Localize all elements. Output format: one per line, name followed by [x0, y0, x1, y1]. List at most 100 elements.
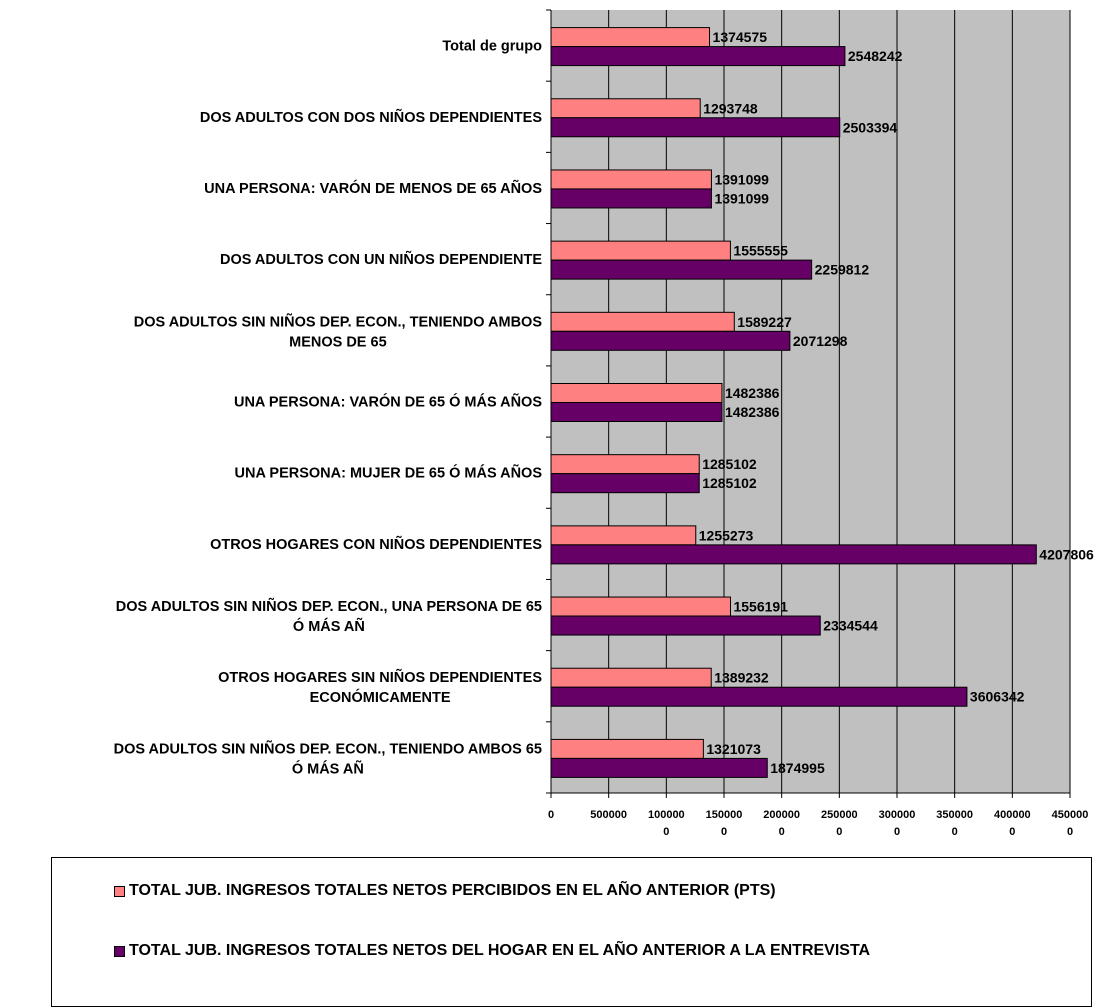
svg-text:UNA PERSONA: MUJER DE 65 Ó MÁS: UNA PERSONA: MUJER DE 65 Ó MÁS AÑOS: [235, 464, 543, 482]
svg-text:200000: 200000: [763, 809, 800, 821]
labels: 1374575 2548242 Total de grupo 1293748 25033…: [114, 29, 1094, 777]
category-label: UNA PERSONA: MUJER DE 65 Ó MÁS AÑOS: [235, 464, 543, 482]
category-label: DOS ADULTOS SIN NIÑOS DEP. ECON., UNA PE…: [116, 597, 542, 635]
legend-item-series-1: TOTAL JUB. INGRESOS TOTALES NETOS PERCIB…: [114, 882, 776, 900]
svg-text:0: 0: [1009, 826, 1015, 838]
data-label: 2259812: [815, 262, 870, 278]
svg-text:0: 0: [1067, 826, 1073, 838]
legend-item-series-2: TOTAL JUB. INGRESOS TOTALES NETOS DEL HO…: [114, 942, 870, 960]
data-label: 1391099: [714, 171, 769, 187]
data-label: 1255273: [699, 527, 754, 543]
bar-series-1: [550, 525, 697, 546]
bar-series-2: [550, 188, 712, 209]
svg-text:DOS ADULTOS CON DOS NIÑOS DEPE: DOS ADULTOS CON DOS NIÑOS DEPENDIENTES: [200, 108, 542, 126]
data-label: 1874995: [770, 760, 825, 776]
bar-series-2: [550, 473, 700, 494]
data-label: 1321073: [706, 741, 761, 757]
svg-text:OTROS HOGARES SIN NIÑOS DEPEND: OTROS HOGARES SIN NIÑOS DEPENDIENTES: [218, 668, 542, 686]
svg-text:350000: 350000: [936, 809, 973, 821]
svg-text:0: 0: [663, 826, 669, 838]
bar-series-1: [550, 383, 723, 403]
data-label: 1555555: [733, 243, 788, 259]
data-label: 1293748: [703, 100, 758, 116]
category-label: OTROS HOGARES CON NIÑOS DEPENDIENTES: [210, 535, 542, 553]
bar-series-2: [550, 46, 846, 67]
bar-series-1: [550, 98, 701, 119]
bar-series-2: [550, 330, 791, 351]
legend-label-series-2: TOTAL JUB. INGRESOS TOTALES NETOS DEL HO…: [129, 942, 871, 959]
x-tick-label: 150000 0: [706, 809, 743, 838]
svg-text:Ó MÁS AÑ: Ó MÁS AÑ: [293, 617, 365, 635]
svg-text:0: 0: [721, 826, 727, 838]
legend-swatch-series-2: [114, 945, 125, 957]
svg-text:0: 0: [894, 826, 900, 838]
data-label: 1482386: [725, 404, 780, 420]
bar-series-1: [550, 454, 700, 475]
data-label: 1391099: [714, 190, 769, 206]
category-label: DOS ADULTOS CON UN NIÑOS DEPENDIENTE: [220, 250, 542, 268]
bar-series-1: [550, 311, 735, 332]
category-label: UNA PERSONA: VARÓN DE MENOS DE 65 AÑOS: [204, 179, 542, 197]
data-label: 1389232: [714, 670, 769, 686]
svg-text:ECONÓMICAMENTE: ECONÓMICAMENTE: [310, 688, 451, 706]
bar-series-2: [550, 259, 813, 280]
bar-series-1: [550, 738, 704, 759]
legend: TOTAL JUB. INGRESOS TOTALES NETOS PERCIB…: [51, 857, 1092, 1007]
svg-text:100000: 100000: [648, 809, 685, 821]
data-label: 1285102: [702, 456, 757, 472]
data-label: 1285102: [702, 475, 757, 491]
category-label: OTROS HOGARES SIN NIÑOS DEPENDIENTES ECON…: [218, 668, 542, 706]
category-label: Total de grupo: [442, 39, 542, 55]
category-label: DOS ADULTOS SIN NIÑOS DEP. ECON., TENIEN…: [114, 739, 542, 777]
bar-series-2: [550, 117, 841, 138]
data-label: 1374575: [713, 29, 768, 45]
data-label: 1556191: [733, 599, 788, 615]
svg-text:UNA PERSONA: VARÓN DE 65 Ó MÁS: UNA PERSONA: VARÓN DE 65 Ó MÁS AÑOS: [234, 393, 542, 411]
svg-text:MENOS DE 65: MENOS DE 65: [289, 334, 387, 350]
bar-series-2: [550, 402, 723, 422]
data-label: 4207806: [1039, 546, 1094, 562]
x-tick-label: 300000 0: [879, 809, 916, 838]
svg-text:DOS ADULTOS SIN NIÑOS DEP. ECO: DOS ADULTOS SIN NIÑOS DEP. ECON., TENIEN…: [134, 312, 543, 330]
x-tick-label: 400000 0: [994, 809, 1031, 838]
data-label: 2334544: [823, 618, 878, 634]
svg-text:0: 0: [548, 809, 554, 821]
data-label: 1482386: [725, 385, 780, 401]
data-label: 2548242: [848, 48, 903, 64]
data-label: 2503394: [843, 119, 898, 135]
legend-swatch-series-1: [114, 885, 125, 897]
bar-series-2: [550, 544, 1037, 565]
bar-series-1: [550, 240, 731, 261]
bar-series-1: [550, 169, 712, 190]
svg-text:400000: 400000: [994, 809, 1031, 821]
bar-chart: 0 500000 100000015000002000000250000030000…: [114, 9, 1094, 838]
svg-text:UNA PERSONA: VARÓN DE MENOS DE: UNA PERSONA: VARÓN DE MENOS DE 65 AÑOS: [204, 179, 542, 197]
category-label: DOS ADULTOS SIN NIÑOS DEP. ECON., TENIEN…: [134, 312, 543, 350]
data-label: 3606342: [970, 689, 1025, 705]
x-tick-label: 350000 0: [936, 809, 973, 838]
x-tick-label: 450000 0: [1052, 809, 1089, 838]
legend-label-series-1: TOTAL JUB. INGRESOS TOTALES NETOS PERCIB…: [129, 882, 776, 899]
svg-text:250000: 250000: [821, 809, 858, 821]
bar-series-2: [550, 686, 968, 707]
svg-text:OTROS HOGARES CON NIÑOS DEPEND: OTROS HOGARES CON NIÑOS DEPENDIENTES: [210, 535, 542, 553]
bar-series-1: [550, 27, 711, 48]
bar-series-2: [550, 615, 821, 636]
x-tick-label: 0: [548, 809, 554, 821]
svg-text:450000: 450000: [1052, 809, 1089, 821]
svg-text:0: 0: [952, 826, 958, 838]
bar-series-2: [550, 757, 768, 778]
bar-series-1: [550, 667, 712, 688]
svg-text:DOS ADULTOS CON UN NIÑOS DEPEN: DOS ADULTOS CON UN NIÑOS DEPENDIENTE: [220, 250, 542, 268]
svg-text:DOS ADULTOS SIN NIÑOS DEP. ECO: DOS ADULTOS SIN NIÑOS DEP. ECON., UNA PE…: [116, 597, 542, 615]
svg-text:300000: 300000: [879, 809, 916, 821]
bar-series-1: [550, 596, 731, 617]
category-label: DOS ADULTOS CON DOS NIÑOS DEPENDIENTES: [200, 108, 542, 126]
category-label: UNA PERSONA: VARÓN DE 65 Ó MÁS AÑOS: [234, 393, 542, 411]
axes: 0 500000 100000015000002000000250000030000…: [546, 9, 1089, 838]
svg-text:Ó MÁS AÑ: Ó MÁS AÑ: [292, 759, 364, 777]
x-tick-label: 250000 0: [821, 809, 858, 838]
svg-text:500000: 500000: [590, 809, 627, 821]
svg-text:DOS ADULTOS SIN NIÑOS DEP. ECO: DOS ADULTOS SIN NIÑOS DEP. ECON., TENIEN…: [114, 739, 542, 757]
